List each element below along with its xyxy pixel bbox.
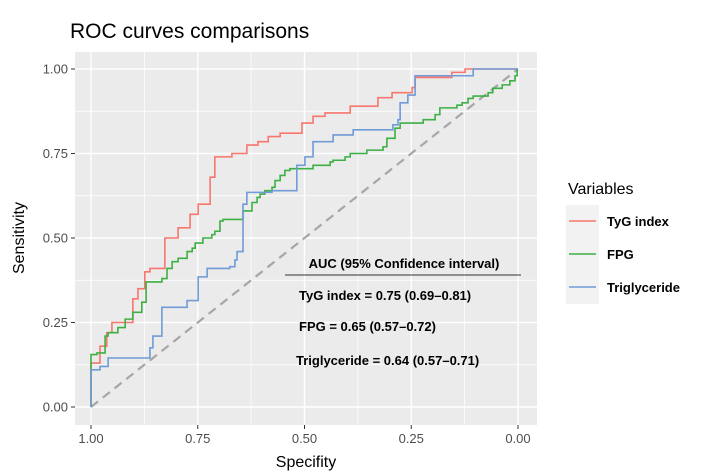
x-tick-label: 1.00 <box>78 431 103 446</box>
roc-curve-tyg-index <box>90 68 518 407</box>
x-tick-label: 0.50 <box>292 431 317 446</box>
x-tick-label: 0.75 <box>185 431 210 446</box>
y-axis-label: Sensitivity <box>11 202 28 274</box>
y-tick-label: 0.00 <box>43 400 68 415</box>
series-group <box>90 68 518 407</box>
legend-label: FPG <box>607 247 634 262</box>
legend-title: Variables <box>568 181 634 198</box>
x-axis-label: Specifity <box>276 454 336 471</box>
auc-tyg: TyG index = 0.75 (0.69–0.81) <box>299 288 471 303</box>
chart-title: ROC curves comparisons <box>70 20 309 43</box>
y-tick-label: 0.50 <box>43 231 68 246</box>
roc-curve-triglyceride <box>90 68 518 407</box>
auc-fpg: FPG = 0.65 (0.57–0.72) <box>299 319 436 334</box>
y-tick-label: 0.75 <box>43 146 68 161</box>
ticks: 1.00 0.75 0.50 0.25 0.00 0.00 0.25 0.50 0.75 1.00 <box>43 62 531 447</box>
auc-triglyceride: Triglyceride = 0.64 (0.57–0.71) <box>296 353 479 368</box>
y-tick-label: 1.00 <box>43 62 68 77</box>
y-tick-label: 0.25 <box>43 315 68 330</box>
legend-label: Triglyceride <box>607 280 680 295</box>
auc-header: AUC (95% Confidence interval) <box>309 256 500 271</box>
x-tick-label: 0.00 <box>505 431 530 446</box>
reference-diagonal <box>90 68 519 408</box>
x-tick-label: 0.25 <box>399 431 424 446</box>
legend: TyG index FPG Triglyceride <box>566 205 680 304</box>
roc-curve-fpg <box>90 68 518 407</box>
legend-label: TyG index <box>607 214 670 229</box>
